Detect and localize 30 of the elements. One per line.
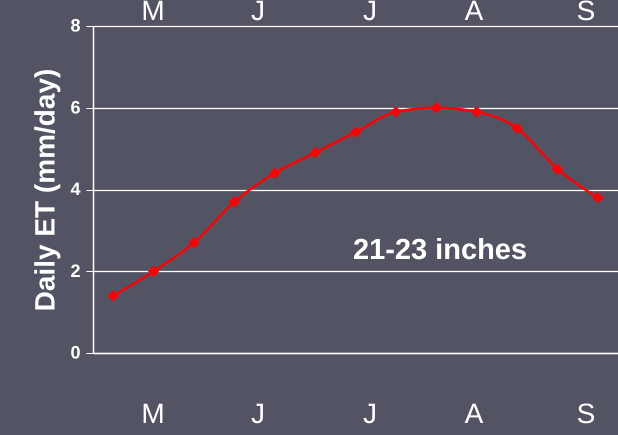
text: J: [363, 0, 377, 26]
point: [430, 102, 442, 114]
text: A: [464, 0, 484, 26]
point: [228, 196, 240, 208]
annotation: 21-23 inches: [352, 234, 528, 266]
point: [552, 163, 564, 175]
text: J: [251, 398, 265, 429]
y-tick-label: 2: [70, 260, 80, 281]
y-tick-label: 8: [70, 16, 80, 36]
point: [107, 290, 119, 302]
y-tick-label: 6: [70, 97, 80, 118]
point: [390, 106, 402, 118]
text: M: [141, 0, 165, 26]
text: J: [251, 0, 265, 26]
point: [269, 167, 280, 179]
point: [350, 126, 362, 138]
text: M: [141, 398, 165, 429]
text: S: [576, 398, 596, 429]
point: [592, 192, 604, 204]
point: [470, 106, 482, 118]
point: [188, 236, 200, 248]
point: [511, 122, 523, 134]
point: [309, 147, 321, 158]
text: J: [363, 398, 377, 429]
point: [148, 266, 160, 277]
y-axis-title: Daily ET (mm/day): [29, 68, 60, 312]
text: S: [576, 0, 596, 26]
y-tick-label: 4: [70, 179, 80, 199]
y-tick-label: 0: [70, 342, 80, 362]
text: A: [464, 398, 484, 429]
